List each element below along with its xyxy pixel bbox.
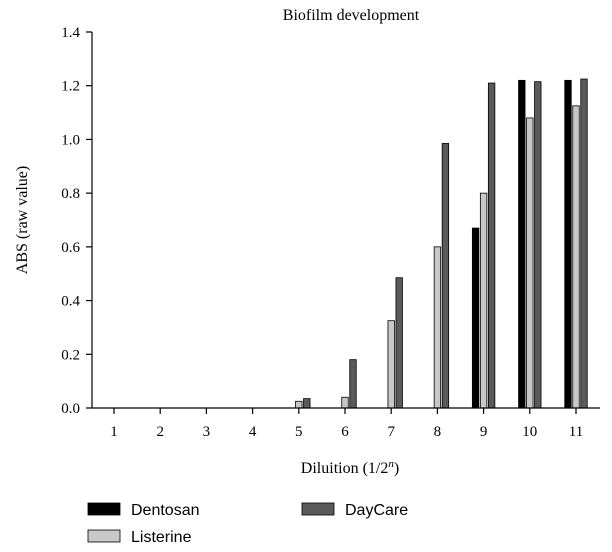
x-tick-label: 1 [110,424,118,440]
legend: Dentosan Listerine DayCare [87,502,408,546]
bar-daycare-7 [395,277,403,409]
legend-label-daycare: DayCare [345,502,408,519]
bar-daycare-8 [441,143,450,409]
bar-daycare-11 [580,78,588,409]
bar-listerine-5 [295,400,303,409]
bar-listerine-11 [572,105,580,409]
bar-listerine-10 [526,117,534,409]
axes-group: 0.0 0.2 0.4 0.6 0.8 1.0 1.2 1.4 1 2 3 4 5 6 7 8 9 10 11 [61,25,600,440]
bar-listerine-6 [341,396,349,409]
y-tick-label: 0.2 [61,347,80,363]
legend-label-dentosan: Dentosan [131,502,200,519]
y-tick-label: 1.4 [61,25,80,41]
x-tick-label: 9 [480,424,488,440]
bar-dentosan-11 [564,79,572,409]
y-tick-label: 0.6 [61,240,80,256]
bar-listerine-7 [387,320,395,409]
legend-swatch-listerine [87,529,121,543]
x-tick-label: 10 [522,424,537,440]
y-tick-label: 1.2 [61,79,80,95]
y-axis-label: ABS (raw value) [14,166,31,274]
bar-daycare-9 [487,82,496,409]
bar-listerine-8 [433,246,442,409]
x-tick-label: 6 [341,424,349,440]
legend-label-listerine: Listerine [131,529,192,546]
x-tick-label: 11 [569,424,583,440]
bar-dentosan-9 [471,227,480,409]
bar-daycare-5 [303,398,311,409]
y-tick-label: 0.8 [61,186,80,202]
y-tick-label: 0.4 [61,294,80,310]
x-tick-label: 8 [434,424,442,440]
x-tick-label: 3 [203,424,211,440]
bar-dentosan-10 [518,79,526,409]
x-axis-label-exponent: n [388,458,394,470]
bar-daycare-10 [534,81,542,409]
x-axis-label-prefix: Diluition (1/2 [301,460,389,477]
x-tick-label: 5 [295,424,303,440]
x-tick-label: 7 [387,424,395,440]
bar-daycare-6 [349,359,357,409]
bars-group [295,78,588,409]
y-tick-label: 0.0 [61,401,80,417]
x-axis-label: Diluition (1/2n) [301,458,399,477]
bar-listerine-9 [479,192,488,409]
x-tick-label: 4 [249,424,257,440]
legend-swatch-dentosan [87,502,121,516]
x-tick-label: 2 [156,424,164,440]
x-axis-label-suffix: ) [394,460,399,477]
y-tick-label: 1.0 [61,132,80,148]
legend-swatch-daycare [301,502,335,516]
chart-title: Biofilm development [283,7,420,24]
